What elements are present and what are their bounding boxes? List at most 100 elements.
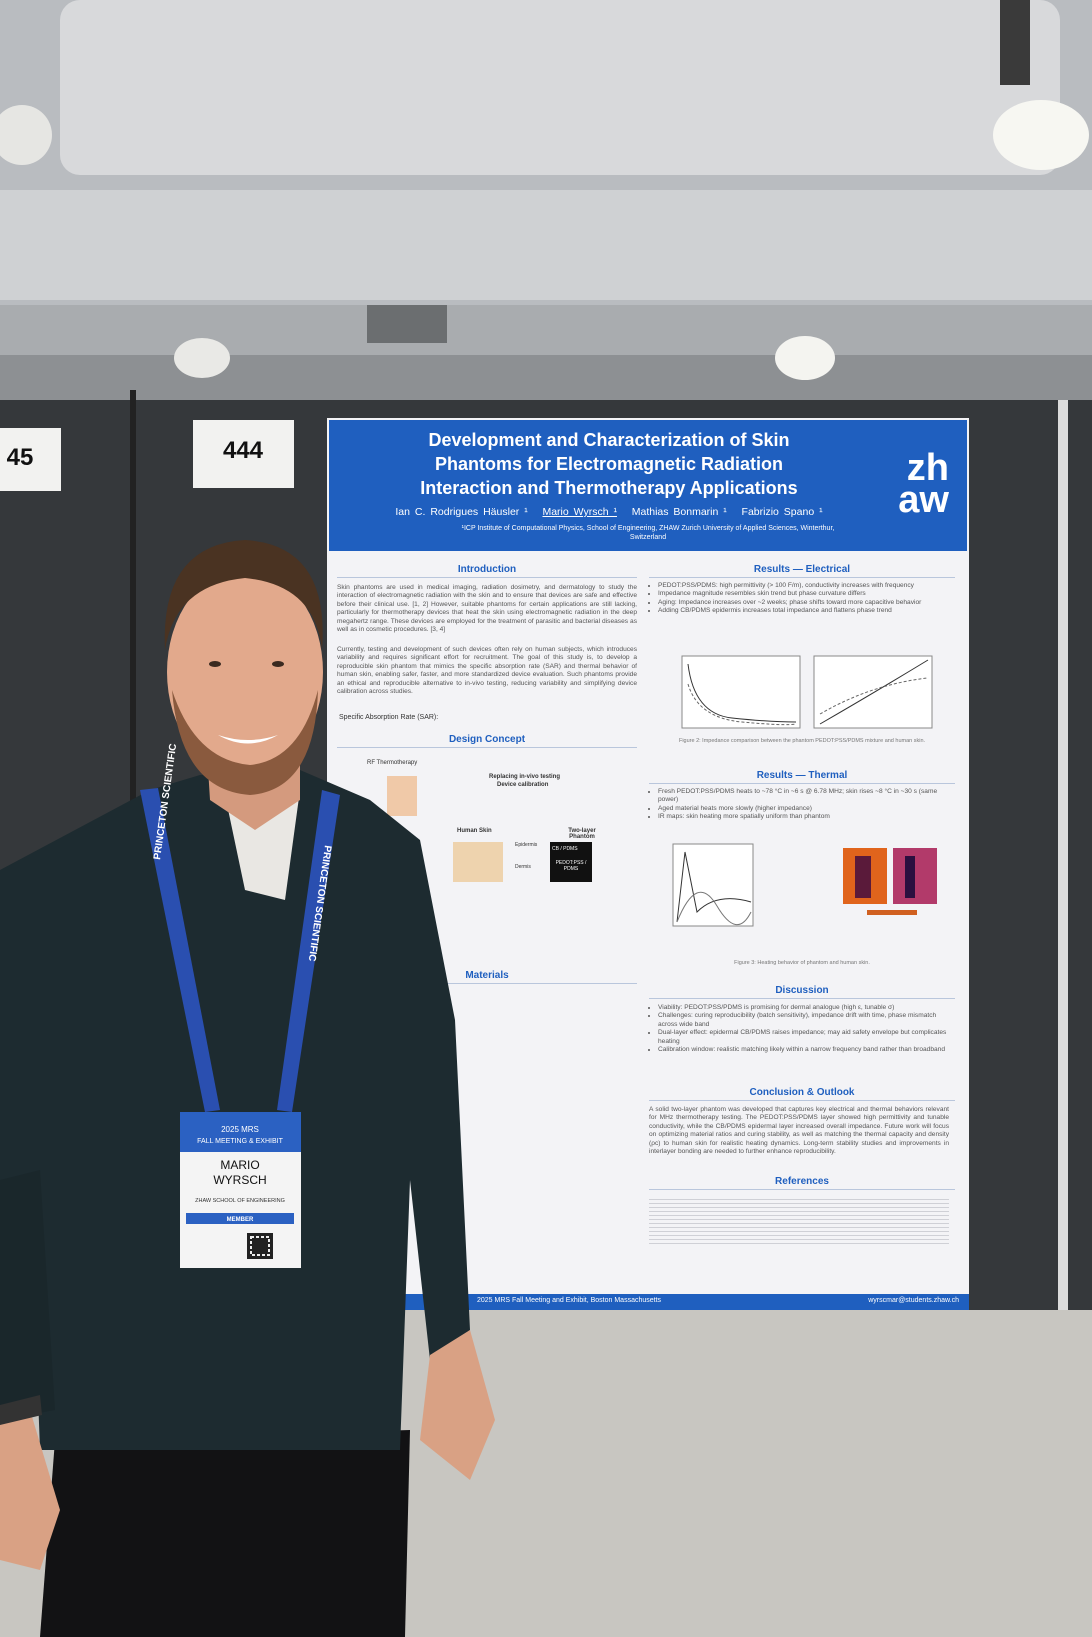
bullet: Challenges: curing reproducibility (batc… — [658, 1012, 954, 1029]
equation-label: Specific Absorption Rate (SAR): — [339, 714, 439, 721]
ir-hotspot — [905, 856, 915, 898]
paragraph: Currently, testing and development of su… — [337, 646, 637, 696]
diagram-label: RF Thermotherapy — [367, 760, 418, 766]
caption: Figure 3: Heating behavior of phantom an… — [734, 960, 870, 966]
logo: zh — [906, 447, 949, 489]
colorbar — [867, 910, 917, 915]
footer-text: 2025 MRS Fall Meeting and Exhibit, Bosto… — [477, 1297, 662, 1304]
diagram-label: Replacing in-vivo testing — [489, 774, 561, 780]
badge-affiliation: ZHAW SCHOOL OF ENGINEERING — [195, 1198, 285, 1204]
affiliation-line: ¹ICP Institute of Computational Physics,… — [461, 525, 835, 532]
bullet: Dual-layer effect: epidermal CB/PDMS rai… — [658, 1029, 954, 1046]
author: Mathias Bonmarin ¹ — [631, 506, 727, 518]
thermal-figures — [672, 843, 937, 927]
pole — [1058, 400, 1068, 1312]
bullet: Calibration window: realistic matching l… — [658, 1046, 954, 1054]
booth-sign — [193, 420, 294, 488]
affiliation-line: Switzerland — [629, 534, 667, 541]
badge-role: MEMBER — [227, 1217, 254, 1223]
title-line: Interaction and Thermotherapy Applicatio… — [420, 478, 798, 498]
badge-name: WYRSCH — [213, 1173, 266, 1187]
logo: aw — [898, 479, 949, 521]
caption: Figure 2: Impedance comparison between t… — [678, 738, 926, 744]
title-line: Development and Characterization of Skin — [428, 430, 790, 450]
badge-role-bar — [186, 1213, 294, 1224]
curve — [687, 683, 797, 726]
lamp — [993, 100, 1089, 170]
bullet-list: Viability: PEDOT:PSS/PDMS is promising f… — [649, 1004, 954, 1054]
duct — [0, 190, 1092, 300]
diagram-label: Human Skin — [457, 828, 492, 834]
badge-name: MARIO — [220, 1158, 259, 1172]
skin-sample — [453, 842, 503, 882]
curve — [676, 891, 752, 925]
hand — [420, 1330, 495, 1480]
smile — [218, 735, 278, 744]
poster-footer: 2025 MRS Fall Meeting and Exhibit, Bosto… — [387, 1294, 969, 1310]
bullet: Adding CB/PDMS epidermis increases total… — [658, 607, 954, 615]
bullet: Aged material heats more slowly (higher … — [658, 805, 954, 813]
shirt — [0, 770, 470, 1450]
arm — [0, 1170, 55, 1420]
author: Fabrizio Spano ¹ — [741, 506, 823, 518]
duct — [60, 0, 1060, 175]
impedance-plots — [681, 655, 933, 729]
fixture — [367, 305, 447, 343]
section-heading: Introduction — [337, 564, 637, 578]
diagram-label: Epidermis — [515, 842, 538, 848]
lanyard-strap — [277, 790, 340, 1112]
diagram-label: CB / PDMS — [552, 846, 578, 852]
authors: Ian C. Rodrigues Häusler ¹ Mario Wyrsch … — [329, 506, 889, 518]
lamp-fixture — [1000, 0, 1030, 85]
diagram-label: Two-layer Phantom — [568, 828, 596, 840]
bullet: PEDOT:PSS/PDMS: high permittivity (> 100… — [658, 582, 954, 590]
booth-number: 444 — [223, 437, 264, 464]
booth-number: 45 — [7, 444, 34, 471]
hand — [0, 1410, 60, 1570]
section-heading: Discussion — [649, 985, 955, 999]
diagram-label: Dermis — [515, 864, 531, 870]
curve — [819, 677, 929, 715]
badge-event: FALL MEETING & EXHIBIT — [197, 1138, 283, 1145]
lanyard-strap — [140, 788, 220, 1112]
trousers — [40, 1430, 410, 1637]
curve — [819, 659, 929, 725]
eye — [272, 661, 284, 667]
section-heading: Conclusion & Outlook — [649, 1087, 955, 1101]
affiliation: ¹ICP Institute of Computational Physics,… — [329, 524, 967, 542]
bullet: Impedance magnitude resembles skin trend… — [658, 590, 954, 598]
bullet: Viability: PEDOT:PSS/PDMS is promising f… — [658, 1004, 954, 1012]
bullet-list: PEDOT:PSS/PDMS: high permittivity (> 100… — [649, 582, 954, 616]
bullet: Fresh PEDOT:PSS/PDMS heats to ~78 °C in … — [658, 788, 954, 805]
eye — [209, 661, 221, 667]
section-heading: Results — Electrical — [649, 564, 955, 578]
beard — [172, 690, 318, 795]
diagram-label: PEDOT:PSS / PDMS — [555, 860, 587, 872]
booth-sign — [0, 428, 61, 491]
diagram-label: Device calibration — [497, 782, 549, 788]
device-icon — [387, 776, 417, 816]
title-line: Phantoms for Electromagnetic Radiation — [434, 454, 784, 474]
hair — [164, 540, 323, 650]
bullet: IR maps: skin heating more spatially uni… — [658, 813, 954, 821]
lamp — [0, 105, 52, 165]
paragraph: A solid two-layer phantom was developed … — [649, 1106, 949, 1156]
curve — [687, 663, 797, 723]
ir-hotspot — [855, 856, 871, 898]
section-heading: References — [649, 1176, 955, 1190]
footer-email: wyrscmar@students.zhaw.ch — [868, 1297, 959, 1304]
paragraph: Skin phantoms are used in medical imagin… — [337, 584, 637, 634]
lamp — [174, 338, 230, 378]
reference-list — [649, 1196, 949, 1246]
section-heading: Results — Thermal — [649, 770, 955, 784]
author: Mario Wyrsch ¹ — [542, 506, 617, 518]
author: Ian C. Rodrigues Häusler ¹ — [395, 506, 528, 518]
bracelet — [0, 1395, 42, 1425]
bullet: Aging: Impedance increases over ~2 weeks… — [658, 599, 954, 607]
qr-pattern — [250, 1236, 270, 1256]
poster-header: Development and Characterization of Skin… — [329, 420, 967, 551]
badge-event: 2025 MRS — [221, 1125, 259, 1134]
lamp — [775, 336, 835, 380]
